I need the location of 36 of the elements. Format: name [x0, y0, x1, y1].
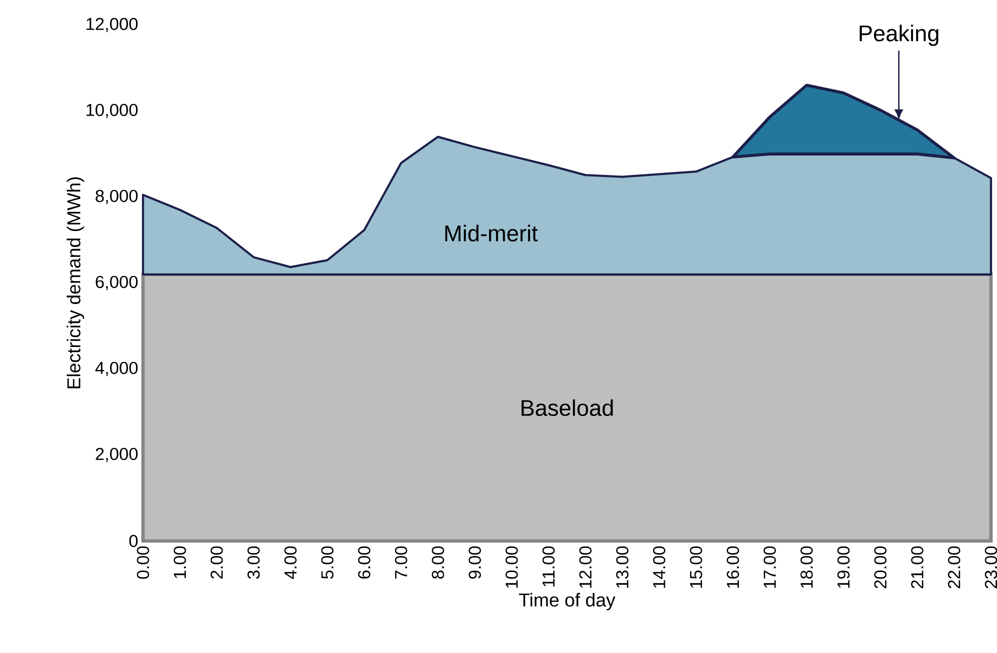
x-tick-label: 21.00 [911, 546, 924, 588]
y-tick-label: 0 [129, 534, 138, 548]
x-tick-label: 10.00 [506, 546, 518, 588]
y-tick-label: 2,000 [96, 448, 138, 462]
x-tick-label: 18.00 [800, 546, 813, 588]
x-tick-label: 17.00 [764, 546, 776, 588]
x-tick-label: 15.00 [690, 546, 702, 588]
x-tick-label: 22.00 [948, 546, 960, 588]
y-tick-label: 4,000 [95, 362, 138, 376]
x-tick-label: 3.00 [247, 546, 260, 579]
y-tick-label: 12,000 [86, 18, 138, 32]
y-tick-label: 10,000 [86, 104, 138, 118]
x-tick-label: 6.00 [358, 546, 370, 579]
x-tick-label: 19.00 [837, 546, 850, 588]
x-tick-label: 1.00 [174, 546, 186, 578]
x-tick-label: 9.00 [468, 546, 481, 579]
series-label: Baseload [522, 399, 613, 416]
y-axis-title: Electricity demand (MWh) [66, 177, 84, 388]
x-tick-label: 12.00 [579, 546, 592, 588]
x-axis-title: Time of day [519, 592, 616, 610]
x-tick-label: 5.00 [321, 546, 334, 579]
x-tick-label: 7.00 [394, 546, 408, 579]
x-tick-label: 0.00 [136, 546, 150, 579]
y-tick-label: 8,000 [96, 190, 138, 204]
text: Peaking [860, 24, 938, 46]
x-tick-label: 23.00 [984, 546, 997, 588]
x-tick-label: 13.00 [616, 546, 628, 588]
x-tick-label: 2.00 [210, 546, 223, 579]
x-tick-label: 4.00 [284, 546, 297, 580]
x-tick-label: 14.00 [653, 546, 666, 588]
y-tick-label: 6,000 [96, 276, 138, 290]
x-tick-label: 16.00 [726, 546, 740, 588]
x-tick-label: 8.00 [432, 546, 444, 579]
series-label: Mid-merit [445, 224, 538, 242]
x-tick-label: 11.00 [542, 546, 555, 586]
x-tick-label: 20.00 [874, 546, 887, 588]
